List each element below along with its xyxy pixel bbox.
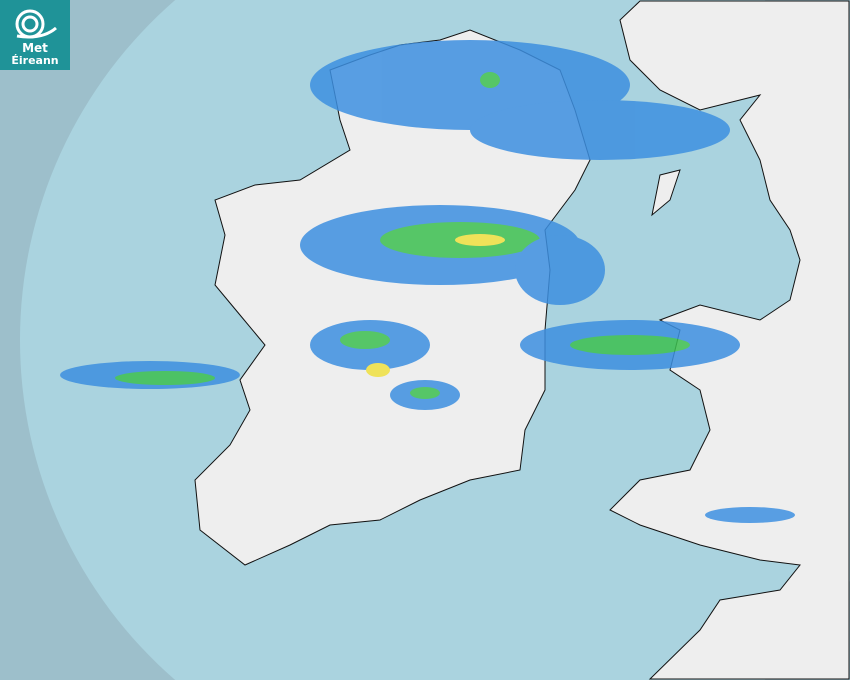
rain-area: [480, 72, 500, 88]
rain-area: [410, 387, 440, 399]
rain-area: [705, 507, 795, 523]
rain-area: [470, 100, 730, 160]
rain-area: [340, 331, 390, 349]
rain-area: [115, 371, 215, 385]
isle-of-man: [651, 169, 681, 217]
logo-text-eireann: Éireann: [11, 54, 59, 67]
ireland: [194, 29, 591, 566]
rain-area: [515, 235, 605, 305]
rain-area: [366, 363, 390, 377]
swirl-icon: [15, 9, 57, 39]
rain-echoes: [60, 40, 795, 523]
rain-area: [455, 234, 505, 246]
rain-area: [570, 335, 690, 355]
logo-text-met: Met: [22, 41, 48, 55]
met-eireann-logo: Met Éireann: [0, 0, 70, 70]
